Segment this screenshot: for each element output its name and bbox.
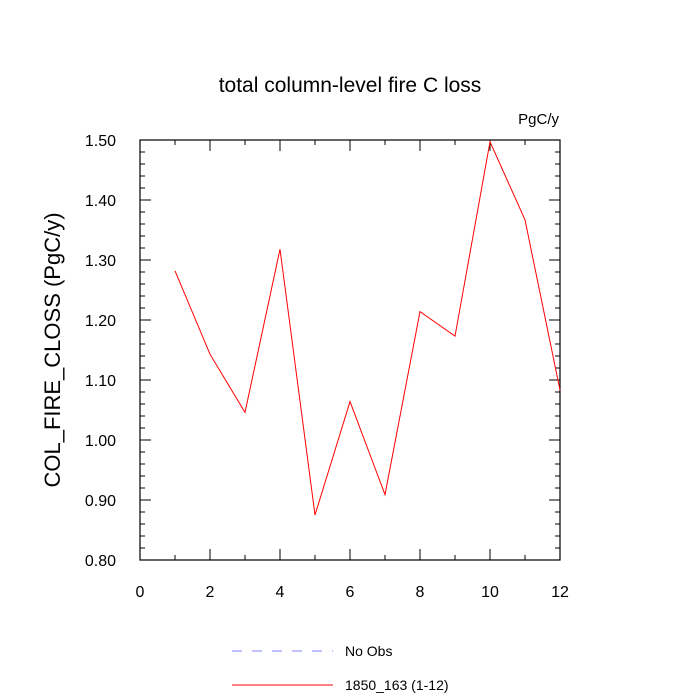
x-tick-label: 12	[551, 584, 569, 601]
y-axis-label: COL_FIRE_CLOSS (PgC/y)	[40, 212, 65, 487]
y-tick-label: 1.00	[85, 433, 116, 450]
units-label: PgC/y	[518, 111, 559, 128]
legend-label: 1850_163 (1-12)	[345, 677, 449, 693]
plot-frame	[139, 139, 561, 561]
x-tick-labels: 0 2 4 6 8 10 12	[136, 584, 569, 601]
legend: No Obs 1850_163 (1-12)	[232, 643, 449, 693]
chart-title: total column-level fire C loss	[219, 74, 482, 97]
y-tick-label: 1.20	[85, 313, 116, 330]
y-tick-label: 0.80	[85, 553, 116, 570]
y-tick-label: 1.30	[85, 253, 116, 270]
x-tick-label: 2	[206, 584, 215, 601]
x-tick-label: 4	[276, 584, 285, 601]
series-layer	[174, 140, 561, 516]
x-tick-label: 0	[136, 584, 145, 601]
x-tick-label: 10	[481, 584, 499, 601]
legend-label: No Obs	[345, 643, 392, 659]
tick-marks	[139, 139, 561, 561]
axes	[139, 139, 561, 561]
series-line	[174, 140, 561, 516]
y-tick-label: 1.10	[85, 373, 116, 390]
y-tick-label: 1.40	[85, 193, 116, 210]
x-tick-label: 6	[346, 584, 355, 601]
x-tick-label: 8	[416, 584, 425, 601]
y-tick-label: 0.90	[85, 493, 116, 510]
y-tick-label: 1.50	[85, 133, 116, 150]
y-tick-labels: 0.80 0.90 1.00 1.10 1.20 1.30 1.40 1.50	[85, 133, 116, 570]
